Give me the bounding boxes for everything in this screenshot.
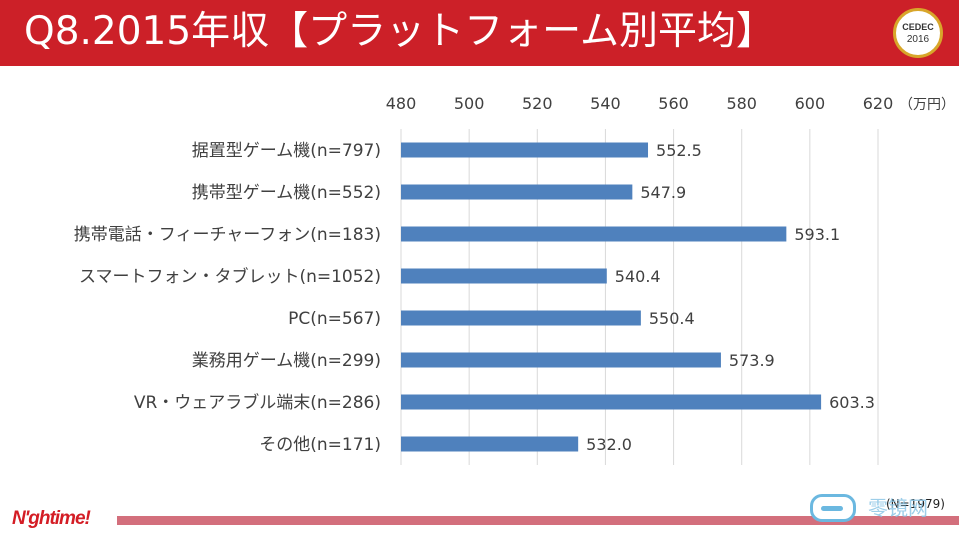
bar bbox=[401, 436, 579, 452]
x-tick-label: 480 bbox=[386, 94, 417, 113]
sample-size-note: (N=1979) bbox=[886, 497, 945, 511]
value-label: 532.0 bbox=[586, 435, 632, 454]
x-tick-label: 520 bbox=[522, 94, 553, 113]
value-label: 552.5 bbox=[656, 141, 702, 160]
x-tick-label: 580 bbox=[726, 94, 757, 113]
value-label: 540.4 bbox=[615, 267, 661, 286]
bar bbox=[401, 310, 641, 326]
value-label: 547.9 bbox=[640, 183, 686, 202]
bar bbox=[401, 142, 649, 158]
x-tick-label: 600 bbox=[795, 94, 826, 113]
footer-brand-logo: N'ghtime! bbox=[12, 508, 91, 529]
cedec-logo: CEDEC 2016 bbox=[893, 8, 943, 58]
x-tick-label: 500 bbox=[454, 94, 485, 113]
category-label: 据置型ゲーム機(n=797) bbox=[192, 141, 381, 161]
title-bar: Q8.2015年収【プラットフォーム別平均】 CEDEC 2016 bbox=[0, 0, 959, 66]
logo-text-top: CEDEC bbox=[902, 22, 934, 32]
value-label: 593.1 bbox=[794, 225, 840, 244]
value-label: 603.3 bbox=[829, 393, 875, 412]
value-label: 550.4 bbox=[649, 309, 695, 328]
bar bbox=[401, 226, 787, 242]
category-label: スマートフォン・タブレット(n=1052) bbox=[79, 266, 381, 287]
bar bbox=[401, 352, 721, 368]
watermark-text: 零镜网 bbox=[868, 496, 928, 520]
watermark-icon bbox=[810, 494, 856, 522]
category-label: VR・ウェアラブル端末(n=286) bbox=[134, 392, 381, 413]
category-label: 携帯型ゲーム機(n=552) bbox=[192, 183, 381, 203]
value-label: 573.9 bbox=[729, 351, 775, 370]
logo-text-bottom: 2016 bbox=[906, 34, 930, 45]
bar bbox=[401, 268, 607, 284]
footer-divider bbox=[117, 516, 959, 525]
unit-label: （万円） bbox=[899, 97, 955, 113]
bar bbox=[401, 394, 822, 410]
x-tick-label: 540 bbox=[590, 94, 621, 113]
bar bbox=[401, 184, 633, 200]
category-label: 携帯電話・フィーチャーフォン(n=183) bbox=[74, 225, 381, 245]
page-title: Q8.2015年収【プラットフォーム別平均】 bbox=[24, 9, 775, 54]
category-label: 業務用ゲーム機(n=299) bbox=[192, 351, 381, 371]
category-label: その他(n=171) bbox=[259, 435, 381, 455]
x-tick-label: 620 bbox=[863, 94, 894, 113]
x-tick-label: 560 bbox=[658, 94, 689, 113]
category-label: PC(n=567) bbox=[288, 309, 381, 329]
